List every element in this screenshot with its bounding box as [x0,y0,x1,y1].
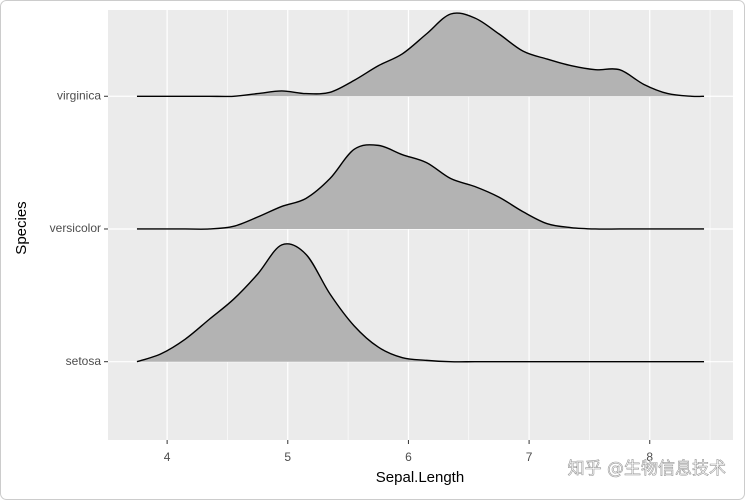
ridge-line [136,243,705,363]
watermark: 知乎 @生物信息技术 [568,459,726,479]
y-tick-label: setosa [66,354,102,368]
x-tick-label: 6 [405,450,412,464]
y-tick-label: versicolor [50,221,101,235]
ridges [136,12,705,363]
x-tick-label: 7 [526,450,533,464]
x-tick-label: 4 [164,450,171,464]
x-tick-label: 8 [646,450,653,464]
y-tick-label: virginica [57,88,101,102]
axes: 4 5 6 7 8 setosa versicolor virginica [50,88,654,464]
y-axis-label: Species [13,201,30,254]
x-axis-label: Sepal.Length [376,469,464,486]
ridge-area [136,243,705,362]
ridge-area [136,13,705,97]
ridge-line [136,12,705,98]
x-tick-label: 5 [284,450,291,464]
ridge-line [136,144,705,230]
